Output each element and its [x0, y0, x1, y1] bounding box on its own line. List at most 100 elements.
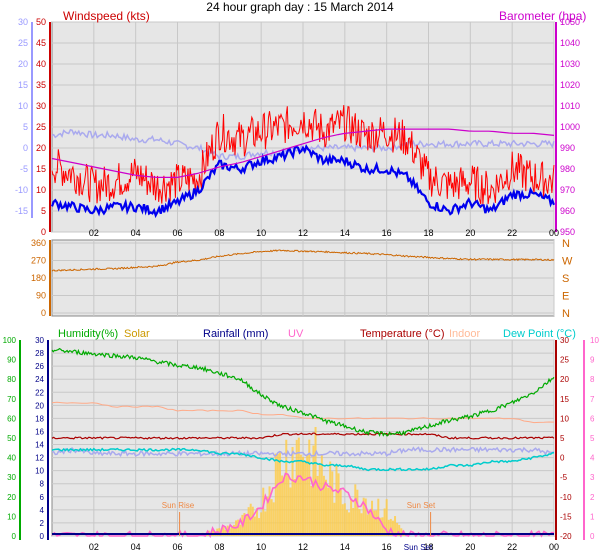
- rain-tick-label: 14: [35, 441, 44, 450]
- x-tick-label: 02: [89, 542, 99, 552]
- x-tick-label: 22: [507, 542, 517, 552]
- baro-tick-label: 1020: [560, 80, 580, 90]
- temp-tick-label: 5: [23, 122, 28, 132]
- x-tick-label: 00: [549, 542, 559, 552]
- uv-label: UV: [288, 328, 304, 340]
- rain-tick-label: 12: [35, 454, 44, 463]
- series-apparent-temp-p1: [51, 128, 555, 161]
- x-tick-label: 12: [298, 228, 308, 238]
- series-avg-wind: [50, 144, 556, 219]
- rain-tick-label: 10: [35, 467, 44, 476]
- compass-label: N: [562, 238, 570, 250]
- rain-tick-label: 8: [40, 480, 45, 489]
- temp-tick-label: 30: [18, 17, 28, 27]
- rain-tick-label: 26: [35, 362, 44, 371]
- temp-tick-label: 10: [560, 414, 569, 423]
- wind-tick-label: 25: [36, 122, 46, 132]
- uv-tick-label: 7: [590, 395, 595, 404]
- uv-tick-label: 4: [590, 454, 595, 463]
- x-tick-label: 20: [465, 542, 475, 552]
- temp-tick-label: -5: [560, 473, 568, 482]
- direction-tick-label: 270: [31, 256, 46, 266]
- rain-tick-label: 24: [35, 375, 44, 384]
- x-tick-label: 08: [214, 542, 224, 552]
- humidity-tick-label: 70: [7, 395, 16, 404]
- series-windspeed-gust: [51, 105, 555, 205]
- baro-tick-label: 980: [560, 164, 575, 174]
- dewpoint-label: Dew Point (°C): [503, 328, 576, 340]
- humidity-tick-label: 40: [7, 454, 16, 463]
- compass-label: S: [562, 273, 569, 285]
- wind-tick-label: 10: [36, 185, 46, 195]
- rain-tick-label: 20: [35, 401, 44, 410]
- panel3-ticks: 1009080706050403020100302826242220181614…: [3, 336, 600, 552]
- baro-tick-label: 1030: [560, 59, 580, 69]
- x-tick-label: 12: [298, 542, 308, 552]
- x-tick-label: 00: [549, 228, 559, 238]
- baro-tick-label: 990: [560, 143, 575, 153]
- humidity-tick-label: 100: [3, 336, 17, 345]
- temp-tick-label: 30: [560, 336, 569, 345]
- series-humidity: [51, 347, 555, 437]
- temp-tick-label: -20: [560, 532, 572, 541]
- humidity-tick-label: 60: [7, 414, 16, 423]
- x-tick-label: 20: [465, 228, 475, 238]
- series-dewpoint: [51, 447, 555, 472]
- temp-tick-label: 20: [560, 375, 569, 384]
- uv-tick-label: 5: [590, 434, 595, 443]
- temp-tick-label: 25: [560, 356, 569, 365]
- solar-label: Solar: [124, 328, 150, 340]
- wind-tick-label: 0: [41, 227, 46, 237]
- compass-label: W: [562, 256, 573, 268]
- wind-tick-label: 30: [36, 101, 46, 111]
- x-tick-label: 14: [340, 228, 350, 238]
- temp-tick-label: 15: [560, 395, 569, 404]
- x-tick-label: 06: [172, 228, 182, 238]
- windspeed-label: Windspeed (kts): [63, 9, 150, 23]
- humidity-tick-label: 10: [7, 512, 16, 521]
- x-tick-label: 14: [340, 542, 350, 552]
- baro-tick-label: 1010: [560, 101, 580, 111]
- x-tick-label: 16: [382, 542, 392, 552]
- humidity-tick-label: 0: [12, 532, 17, 541]
- rain-tick-label: 2: [40, 519, 45, 528]
- temp-tick-label: -5: [20, 164, 28, 174]
- series-wind-direction: [51, 249, 555, 272]
- uv-tick-label: 10: [590, 336, 599, 345]
- temp-tick-label: 0: [23, 143, 28, 153]
- temp-tick-label: -10: [15, 185, 28, 195]
- temp-tick-label: 20: [18, 59, 28, 69]
- rain-tick-label: 28: [35, 349, 44, 358]
- panel1-grid: [52, 21, 555, 233]
- humidity-tick-label: 90: [7, 356, 16, 365]
- x-tick-label: 06: [172, 542, 182, 552]
- humidity-tick-label: 30: [7, 473, 16, 482]
- temp-tick-label: 15: [18, 80, 28, 90]
- x-tick-label: 16: [382, 228, 392, 238]
- x-tick-label: 02: [89, 228, 99, 238]
- panel1-ticks: 50454035302520151050302520151050-5-10-15…: [15, 17, 580, 238]
- barometer-label: Barometer (hpa): [499, 9, 586, 23]
- rain-tick-label: 22: [35, 388, 44, 397]
- rain-tick-label: 4: [40, 506, 45, 515]
- uv-tick-label: 2: [590, 493, 595, 502]
- humidity-unit-label: (%): [101, 328, 118, 340]
- baro-tick-label: 1050: [560, 17, 580, 27]
- panel1-series: [50, 105, 556, 219]
- humidity-tick-label: 20: [7, 493, 16, 502]
- x-tick-label: 10: [256, 542, 266, 552]
- sunset-annotation: Sun Set: [407, 501, 436, 510]
- panel2-series: [51, 249, 555, 272]
- baro-tick-label: 970: [560, 185, 575, 195]
- compass-label: E: [562, 291, 569, 303]
- x-tick-label: 04: [131, 228, 141, 238]
- direction-tick-label: 180: [31, 273, 46, 283]
- x-tick-label: 04: [131, 542, 141, 552]
- direction-tick-label: 0: [41, 308, 46, 318]
- direction-tick-label: 90: [36, 291, 46, 301]
- uv-tick-label: 6: [590, 414, 595, 423]
- temp-tick-label: -15: [15, 206, 28, 216]
- rainfall-label: Rainfall (mm): [203, 328, 268, 340]
- series-temperature: [51, 432, 555, 440]
